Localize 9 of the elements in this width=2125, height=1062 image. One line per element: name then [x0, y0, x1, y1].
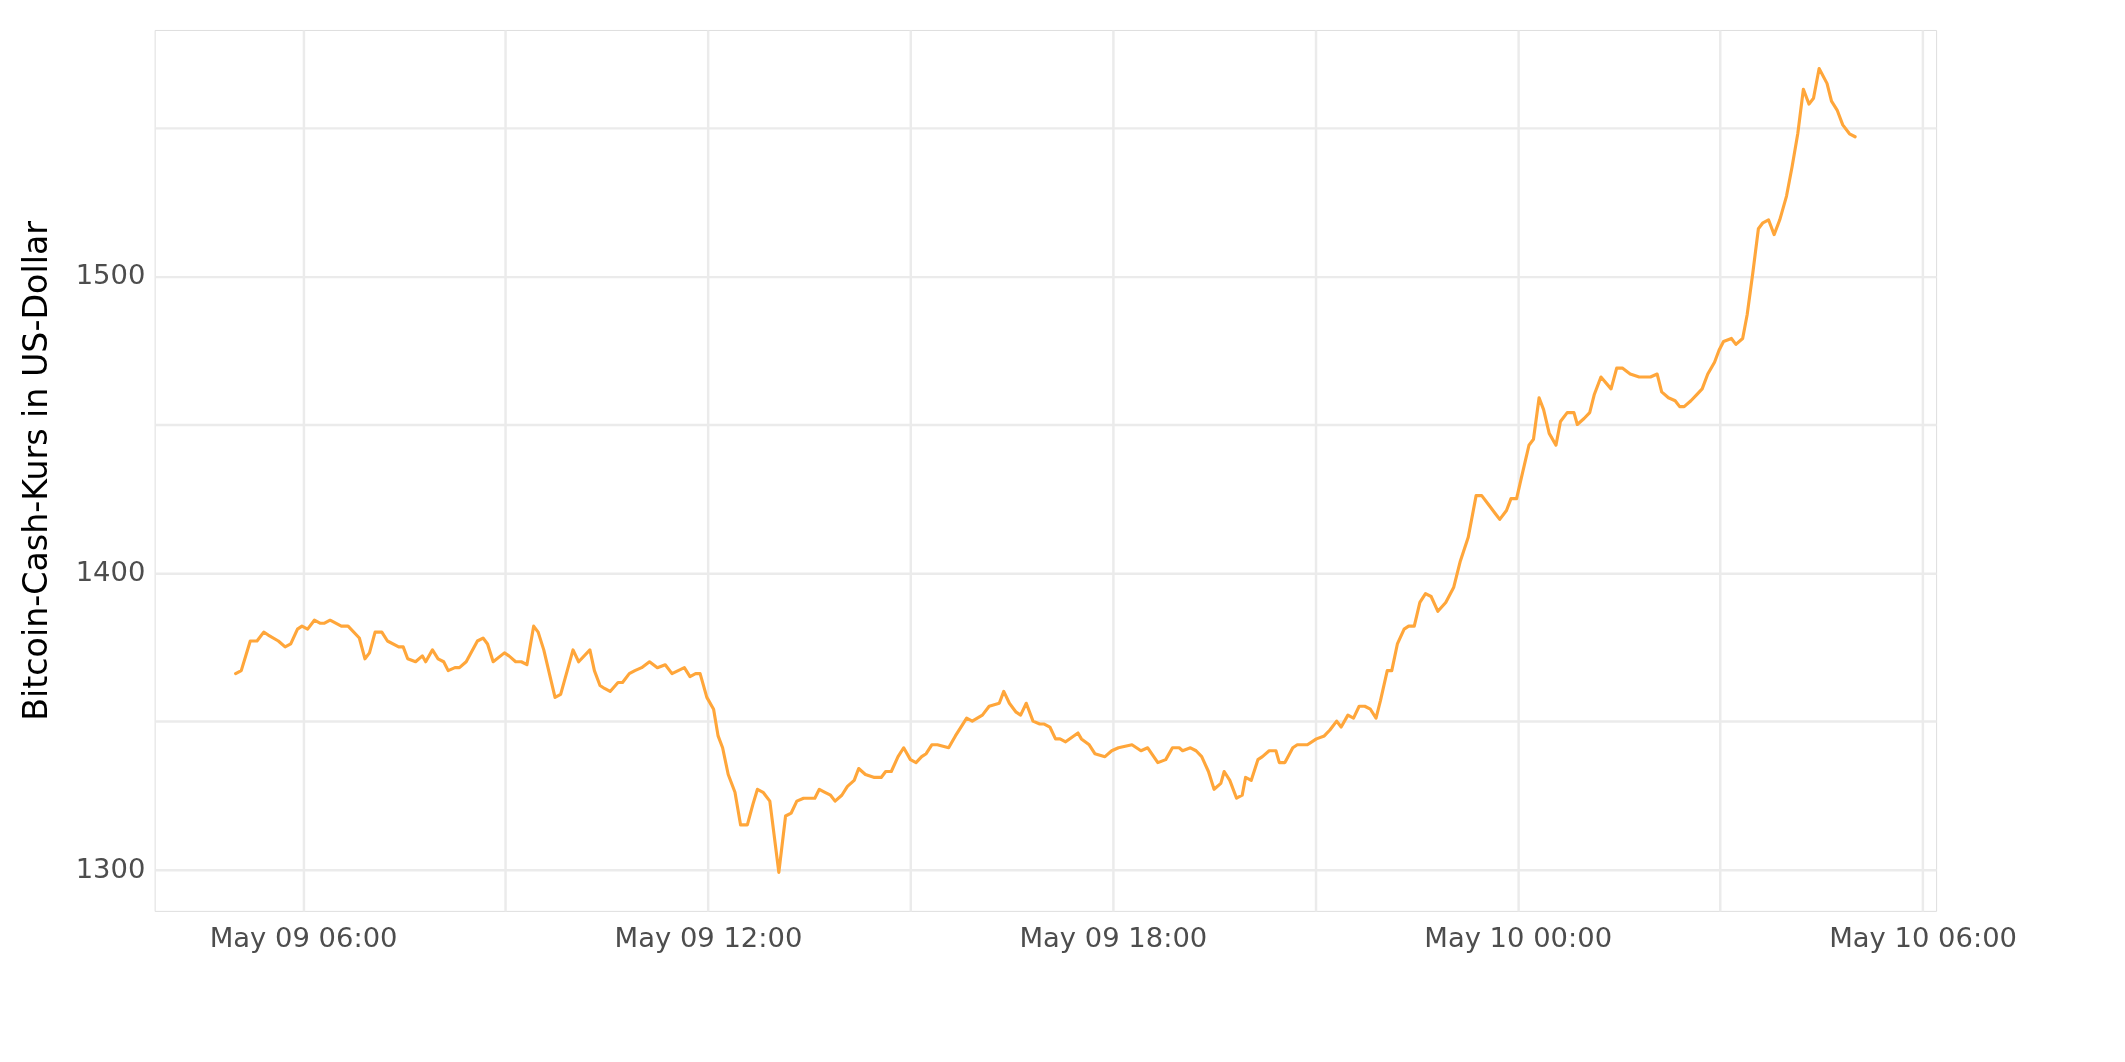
y-tick-label: 1300 — [75, 852, 146, 884]
x-tick-label: May 10 06:00 — [1829, 921, 2017, 953]
x-tick-label: May 09 06:00 — [209, 921, 398, 953]
x-tick-label: May 09 12:00 — [614, 921, 803, 953]
y-tick-label: 1400 — [75, 556, 146, 588]
y-tick-label: 1500 — [75, 259, 146, 291]
x-tick-label: May 10 00:00 — [1424, 921, 1613, 953]
y-axis-title: Bitcoin-Cash-Kurs in US-Dollar — [16, 220, 56, 721]
x-tick-label: May 09 18:00 — [1019, 921, 1208, 953]
